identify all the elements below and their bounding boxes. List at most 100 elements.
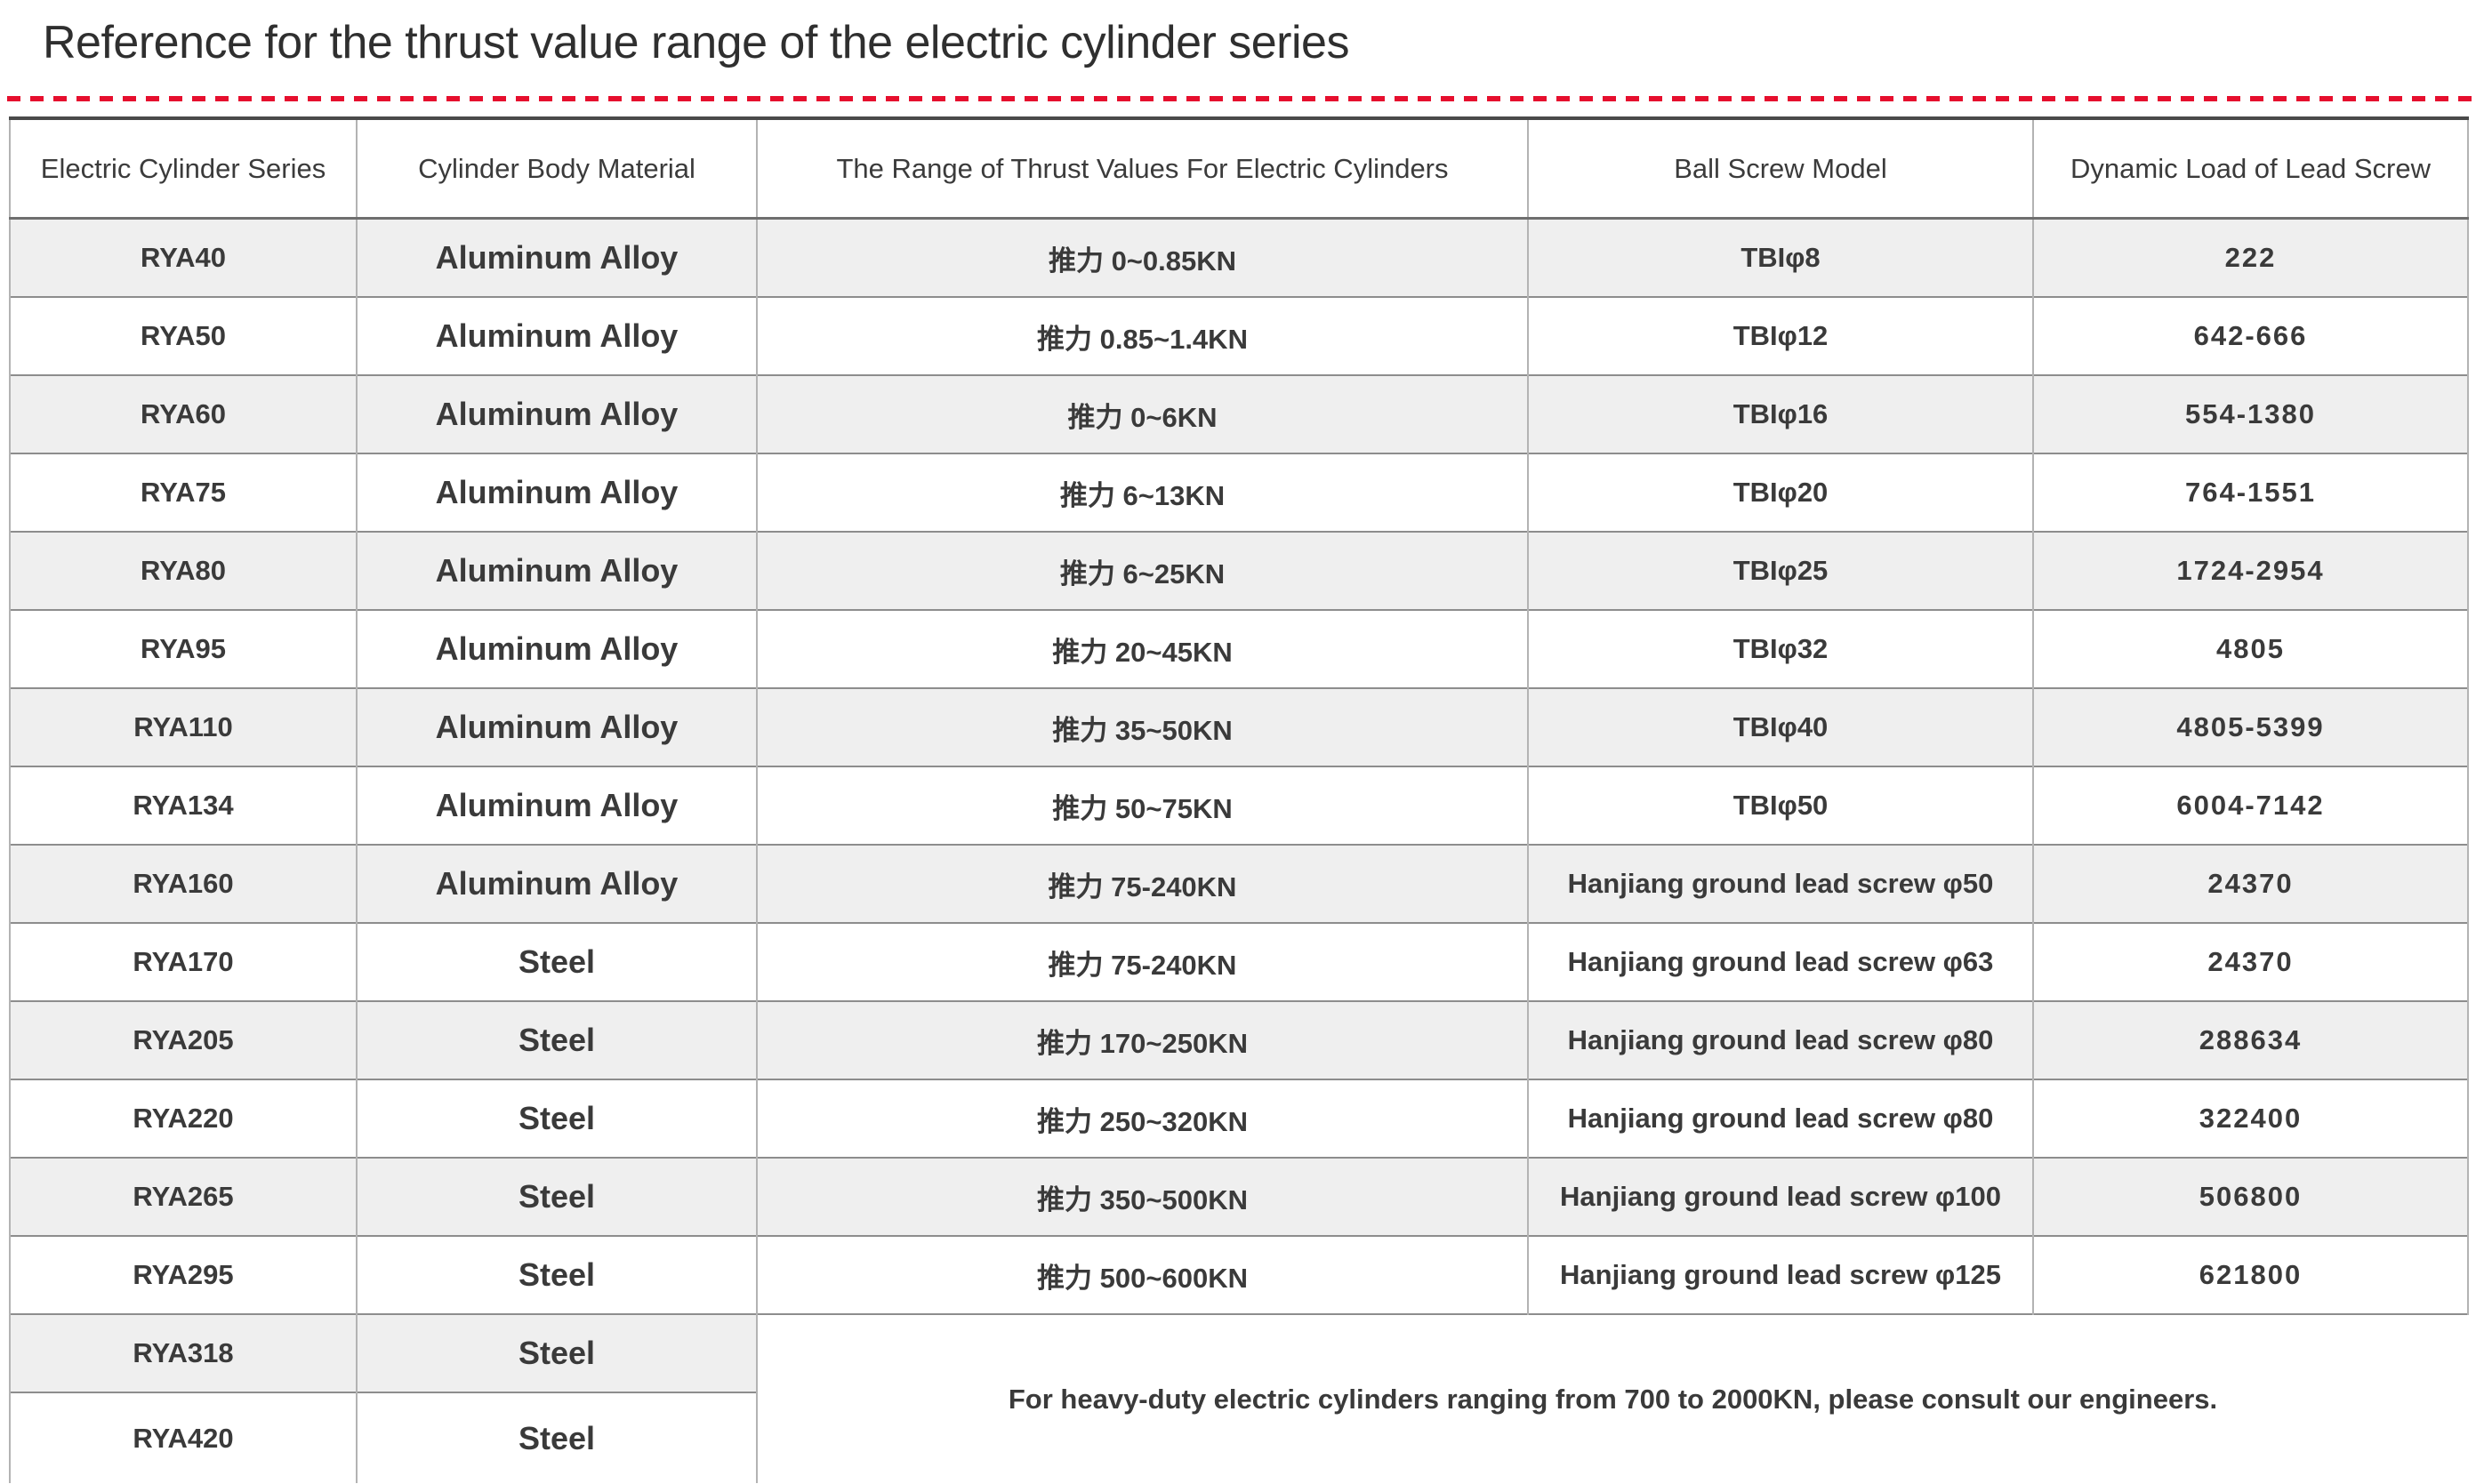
table-row: RYA318 Steel For heavy-duty electric cyl… <box>9 1313 2468 1483</box>
ball-screw-cell: Hanjiang ground lead screw φ80 <box>1527 1079 2033 1158</box>
load-cell: 1724-2954 <box>2032 531 2469 610</box>
ball-screw-cell: TBIφ32 <box>1527 609 2033 688</box>
table-row: RYA50 Aluminum Alloy 推力 0.85~1.4KN TBIφ1… <box>9 296 2469 375</box>
material-cell: Aluminum Alloy <box>356 217 757 297</box>
ball-screw-cell: TBIφ50 <box>1527 766 2033 845</box>
ball-screw-cell: Hanjiang ground lead screw φ125 <box>1527 1235 2033 1314</box>
table-row: RYA420 Steel <box>9 1392 2468 1483</box>
series-cell: RYA205 <box>9 1000 357 1079</box>
material-cell: Steel <box>356 1392 758 1483</box>
series-cell: RYA95 <box>9 609 357 688</box>
series-cell: RYA60 <box>9 374 357 453</box>
load-cell: 6004-7142 <box>2032 766 2469 845</box>
material-cell: Aluminum Alloy <box>356 687 757 766</box>
thrust-cell: 推力 50~75KN <box>756 766 1528 845</box>
material-cell: Steel <box>356 1313 757 1392</box>
page-title: Reference for the thrust value range of … <box>43 17 1349 68</box>
thrust-cell: 推力 170~250KN <box>756 1000 1528 1079</box>
ball-screw-cell: Hanjiang ground lead screw φ63 <box>1527 922 2033 1001</box>
table-row: RYA265 Steel 推力 350~500KN Hanjiang groun… <box>9 1157 2469 1236</box>
series-cell: RYA220 <box>9 1079 357 1158</box>
ball-screw-cell: TBIφ16 <box>1527 374 2033 453</box>
series-cell: RYA134 <box>9 766 357 845</box>
series-cell: RYA50 <box>9 296 357 375</box>
header-cell-ball-screw: Ball Screw Model <box>1527 118 2033 220</box>
material-cell: Steel <box>356 1079 757 1158</box>
load-cell: 506800 <box>2032 1157 2469 1236</box>
load-cell: 24370 <box>2032 844 2469 923</box>
load-cell: 322400 <box>2032 1079 2469 1158</box>
table-row: RYA160 Aluminum Alloy 推力 75-240KN Hanjia… <box>9 844 2469 923</box>
thrust-cell: 推力 6~25KN <box>756 531 1528 610</box>
thrust-cell: 推力 20~45KN <box>756 609 1528 688</box>
material-cell: Aluminum Alloy <box>356 844 757 923</box>
header-cell-series: Electric Cylinder Series <box>9 118 357 220</box>
thrust-cell: 推力 500~600KN <box>756 1235 1528 1314</box>
series-cell: RYA40 <box>9 217 357 297</box>
thrust-cell: 推力 350~500KN <box>756 1157 1528 1236</box>
material-cell: Aluminum Alloy <box>356 609 757 688</box>
load-cell: 642-666 <box>2032 296 2469 375</box>
header-cell-thrust-range: The Range of Thrust Values For Electric … <box>756 118 1528 220</box>
ball-screw-cell: Hanjiang ground lead screw φ80 <box>1527 1000 2033 1079</box>
table-row: RYA95 Aluminum Alloy 推力 20~45KN TBIφ32 4… <box>9 609 2469 688</box>
ball-screw-cell: Hanjiang ground lead screw φ100 <box>1527 1157 2033 1236</box>
load-cell: 24370 <box>2032 922 2469 1001</box>
load-cell: 554-1380 <box>2032 374 2469 453</box>
ball-screw-cell: TBIφ8 <box>1527 217 2033 297</box>
series-cell: RYA170 <box>9 922 357 1001</box>
load-cell: 4805-5399 <box>2032 687 2469 766</box>
series-cell: RYA295 <box>9 1235 357 1314</box>
load-cell: 288634 <box>2032 1000 2469 1079</box>
series-cell: RYA80 <box>9 531 357 610</box>
material-cell: Steel <box>356 1000 757 1079</box>
table-row: RYA170 Steel 推力 75-240KN Hanjiang ground… <box>9 922 2469 1001</box>
thrust-cell: 推力 75-240KN <box>756 844 1528 923</box>
series-cell: RYA75 <box>9 453 357 532</box>
table-row: RYA220 Steel 推力 250~320KN Hanjiang groun… <box>9 1079 2469 1158</box>
thrust-cell: 推力 250~320KN <box>756 1079 1528 1158</box>
thrust-cell: 推力 0~6KN <box>756 374 1528 453</box>
material-cell: Steel <box>356 1157 757 1236</box>
table-row: RYA205 Steel 推力 170~250KN Hanjiang groun… <box>9 1000 2469 1079</box>
table-row: RYA134 Aluminum Alloy 推力 50~75KN TBIφ50 … <box>9 766 2469 845</box>
load-cell: 621800 <box>2032 1235 2469 1314</box>
material-cell: Steel <box>356 1235 757 1314</box>
material-cell: Aluminum Alloy <box>356 374 757 453</box>
series-cell: RYA110 <box>9 687 357 766</box>
material-cell: Aluminum Alloy <box>356 766 757 845</box>
material-cell: Steel <box>356 922 757 1001</box>
series-cell: RYA318 <box>9 1313 357 1392</box>
heavy-duty-note-cell: For heavy-duty electric cylinders rangin… <box>756 1313 2468 1483</box>
series-cell: RYA265 <box>9 1157 357 1236</box>
series-cell: RYA420 <box>9 1392 357 1483</box>
thrust-cell: 推力 75-240KN <box>756 922 1528 1001</box>
header-cell-material: Cylinder Body Material <box>356 118 757 220</box>
material-cell: Aluminum Alloy <box>356 531 757 610</box>
ball-screw-cell: TBIφ25 <box>1527 531 2033 610</box>
load-cell: 222 <box>2032 217 2469 297</box>
header-cell-dynamic-load: Dynamic Load of Lead Screw <box>2032 118 2469 220</box>
thrust-cell: 推力 6~13KN <box>756 453 1528 532</box>
header-row: Electric Cylinder Series Cylinder Body M… <box>9 118 2469 220</box>
ball-screw-cell: TBIφ20 <box>1527 453 2033 532</box>
thrust-cell: 推力 0.85~1.4KN <box>756 296 1528 375</box>
series-cell: RYA160 <box>9 844 357 923</box>
thrust-reference-table: Electric Cylinder Series Cylinder Body M… <box>9 116 2469 1483</box>
ball-screw-cell: Hanjiang ground lead screw φ50 <box>1527 844 2033 923</box>
table-row: RYA40 Aluminum Alloy 推力 0~0.85KN TBIφ8 2… <box>9 217 2469 297</box>
material-cell: Aluminum Alloy <box>356 296 757 375</box>
table-row: RYA110 Aluminum Alloy 推力 35~50KN TBIφ40 … <box>9 687 2469 766</box>
table-row: RYA295 Steel 推力 500~600KN Hanjiang groun… <box>9 1235 2469 1314</box>
table-row: RYA80 Aluminum Alloy 推力 6~25KN TBIφ25 17… <box>9 531 2469 610</box>
load-cell: 4805 <box>2032 609 2469 688</box>
ball-screw-cell: TBIφ40 <box>1527 687 2033 766</box>
thrust-cell: 推力 0~0.85KN <box>756 217 1528 297</box>
material-cell: Aluminum Alloy <box>356 453 757 532</box>
table-row: RYA75 Aluminum Alloy 推力 6~13KN TBIφ20 76… <box>9 453 2469 532</box>
thrust-cell: 推力 35~50KN <box>756 687 1528 766</box>
ball-screw-cell: TBIφ12 <box>1527 296 2033 375</box>
dashed-divider <box>7 96 2476 101</box>
table-row: RYA60 Aluminum Alloy 推力 0~6KN TBIφ16 554… <box>9 374 2469 453</box>
